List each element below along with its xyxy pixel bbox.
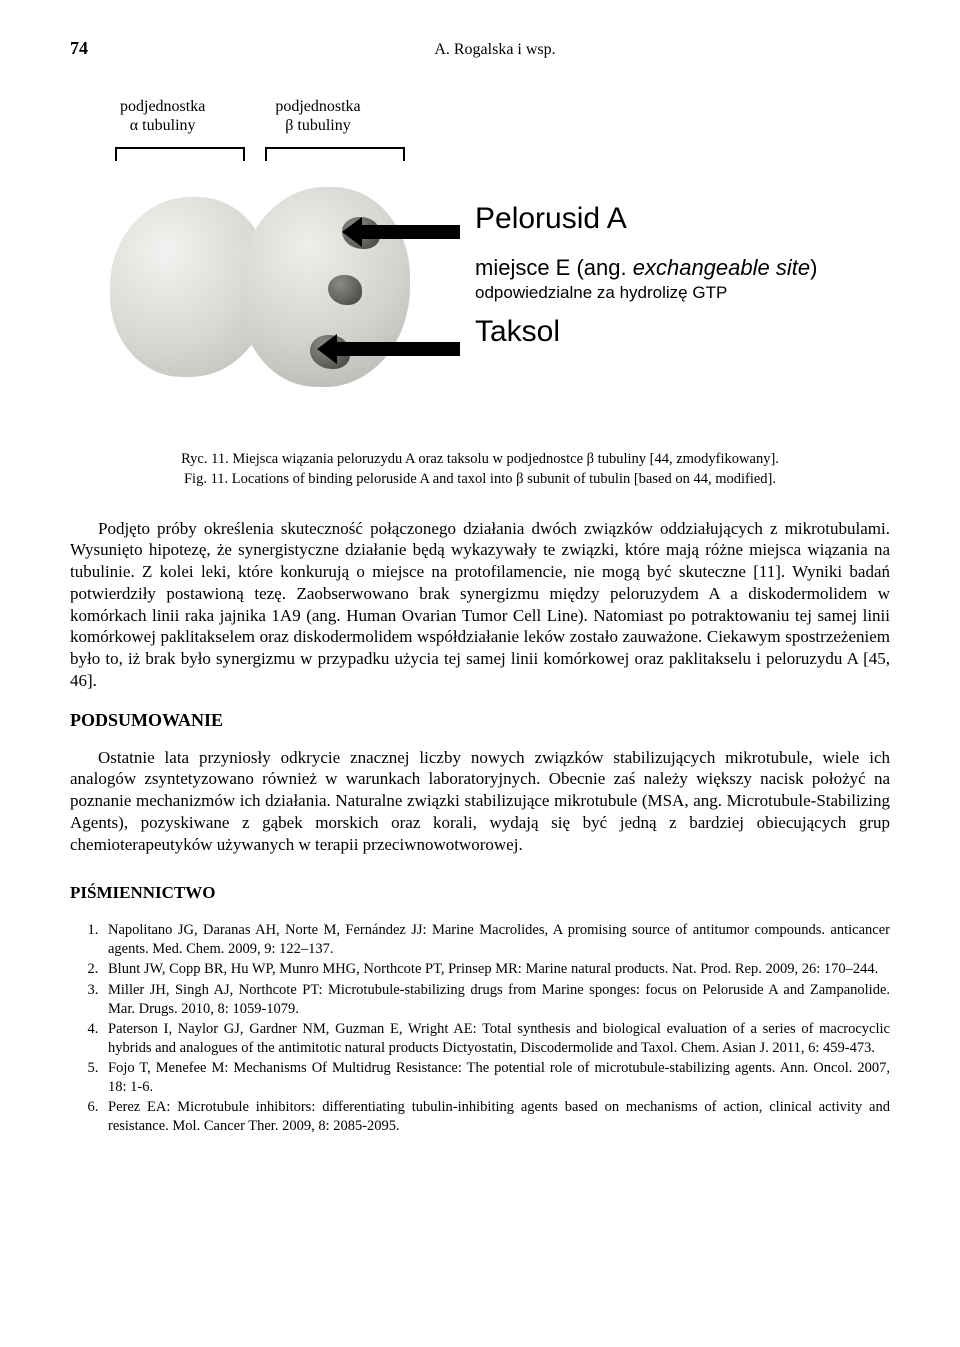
paragraph-2: Ostatnie lata przyniosły odkrycie znaczn… (70, 747, 890, 856)
site-e-prefix: miejsce E (ang. (475, 255, 633, 280)
bracket-beta (265, 147, 405, 159)
beta-subunit-label: podjednostka β tubuliny (275, 97, 360, 135)
reference-item: Fojo T, Menefee M: Mechanisms Of Multidr… (102, 1059, 890, 1096)
arrow-taxol (335, 342, 460, 356)
site-e-suffix: ) (810, 255, 817, 280)
heading-summary: PODSUMOWANIE (70, 710, 890, 731)
references-list: Napolitano JG, Daranas AH, Norte M, Fern… (70, 921, 890, 1135)
site-e-ligand (328, 275, 362, 305)
figure-11: podjednostka α tubuliny podjednostka β t… (70, 97, 890, 437)
protein-render (110, 167, 430, 417)
reference-item: Miller JH, Singh AJ, Northcote PT: Micro… (102, 981, 890, 1018)
alpha-line1: podjednostka (120, 98, 205, 115)
bracket-alpha (115, 147, 245, 159)
caption-pl: Ryc. 11. Miejsca wiązania peloruzydu A o… (181, 451, 779, 467)
reference-item: Napolitano JG, Daranas AH, Norte M, Fern… (102, 921, 890, 958)
label-site-e: miejsce E (ang. exchangeable site) (475, 255, 817, 281)
caption-en: Fig. 11. Locations of binding peloruside… (184, 471, 776, 487)
page-header: 74 A. Rogalska i wsp. (70, 38, 890, 59)
subunit-labels: podjednostka α tubuliny podjednostka β t… (120, 97, 361, 135)
reference-item: Paterson I, Naylor GJ, Gardner NM, Guzma… (102, 1020, 890, 1057)
heading-references: PIŚMIENNICTWO (70, 883, 890, 903)
beta-line2: β tubuliny (285, 117, 350, 134)
label-site-e-line2: odpowiedzialne za hydrolizę GTP (475, 283, 727, 303)
reference-item: Perez EA: Microtubule inhibitors: differ… (102, 1098, 890, 1135)
figure-caption: Ryc. 11. Miejsca wiązania peloruzydu A o… (70, 449, 890, 490)
running-head: A. Rogalska i wsp. (100, 41, 890, 59)
reference-item: Blunt JW, Copp BR, Hu WP, Munro MHG, Nor… (102, 960, 890, 979)
arrow-pelorusid (360, 225, 460, 239)
alpha-line2: α tubuliny (130, 117, 196, 134)
alpha-subunit-label: podjednostka α tubuliny (120, 97, 205, 135)
page-number: 74 (70, 38, 100, 59)
beta-line1: podjednostka (275, 98, 360, 115)
label-pelorusid: Pelorusid A (475, 202, 627, 236)
site-e-italic: exchangeable site (633, 255, 810, 280)
label-taksol: Taksol (475, 315, 560, 349)
paragraph-1: Podjęto próby określenia skuteczność poł… (70, 518, 890, 692)
